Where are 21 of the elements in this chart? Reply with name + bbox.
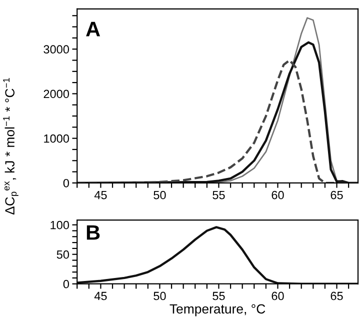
x-tick-label: 65	[330, 292, 343, 300]
x-tick-label: 45	[94, 292, 107, 300]
y-axis-title: ΔC$_{p}$$^{ex}$, kJ * mol$^{−1}$ * °C$^{−1}$	[3, 78, 18, 215]
y-tick-label: 0	[63, 280, 70, 288]
y-tick-label: 100	[50, 220, 70, 230]
y-tick-label: 2000	[44, 90, 70, 98]
x-tick-label: 50	[154, 292, 166, 300]
x-tick-label: 45	[94, 191, 107, 200]
y-tick-label: 50	[56, 250, 70, 259]
x-tick-label: 60	[272, 292, 284, 300]
x-tick-label: 65	[330, 190, 343, 200]
x-axis-title: Temperature, °C	[170, 304, 266, 316]
x-tick-label: 55	[212, 292, 225, 300]
annotation: A	[86, 22, 100, 36]
y-tick-label: 3000	[44, 45, 70, 54]
x-tick-label: 55	[212, 191, 225, 200]
y-tick-label: 1000	[44, 134, 70, 143]
x-tick-label: 50	[154, 190, 166, 200]
annotation: B	[86, 225, 100, 240]
y-tick-label: 0	[63, 178, 70, 188]
x-tick-label: 60	[272, 190, 284, 200]
